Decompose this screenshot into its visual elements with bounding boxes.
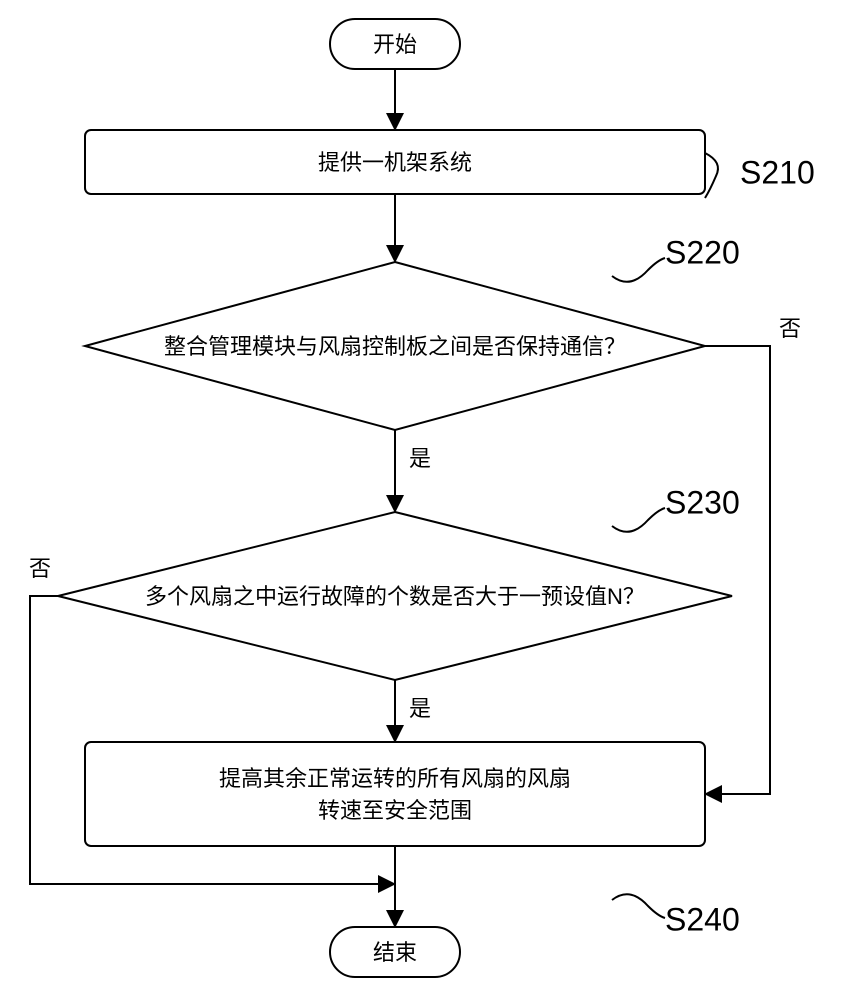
edge-s220-yes-label: 是 [409,446,431,471]
s240-label-line2: 转速至安全范围 [318,798,472,823]
s220-step-label: S220 [665,234,740,270]
node-start: 开始 [330,19,460,69]
edge-s230-yes-label: 是 [409,696,431,721]
edge-s220-no-label: 否 [779,316,801,341]
start-label: 开始 [373,32,417,57]
end-label: 结束 [373,940,417,965]
s230-label-connector [612,508,665,532]
s210-label: 提供一机架系统 [318,150,472,175]
s230-step-label: S230 [665,484,740,520]
node-s240: 提高其余正常运转的所有风扇的风扇 转速至安全范围 [85,742,705,846]
s240-label-line1: 提高其余正常运转的所有风扇的风扇 [219,766,571,791]
s220-label-connector [612,258,665,282]
node-s210: 提供一机架系统 [85,130,705,194]
node-end: 结束 [330,927,460,977]
edge-s230-no-label: 否 [29,556,51,581]
edge-s220-no [705,346,770,794]
s220-label: 整合管理模块与风扇控制板之间是否保持通信？ [164,334,626,359]
s240-step-label: S240 [665,901,740,937]
s240-label-connector [612,894,665,918]
node-s230: 多个风扇之中运行故障的个数是否大于一预设值N？ [58,512,732,680]
s230-label: 多个风扇之中运行故障的个数是否大于一预设值N？ [145,584,645,609]
s210-step-label: S210 [740,154,815,190]
node-s220: 整合管理模块与风扇控制板之间是否保持通信？ [85,262,705,430]
s210-label-connector [705,153,718,198]
